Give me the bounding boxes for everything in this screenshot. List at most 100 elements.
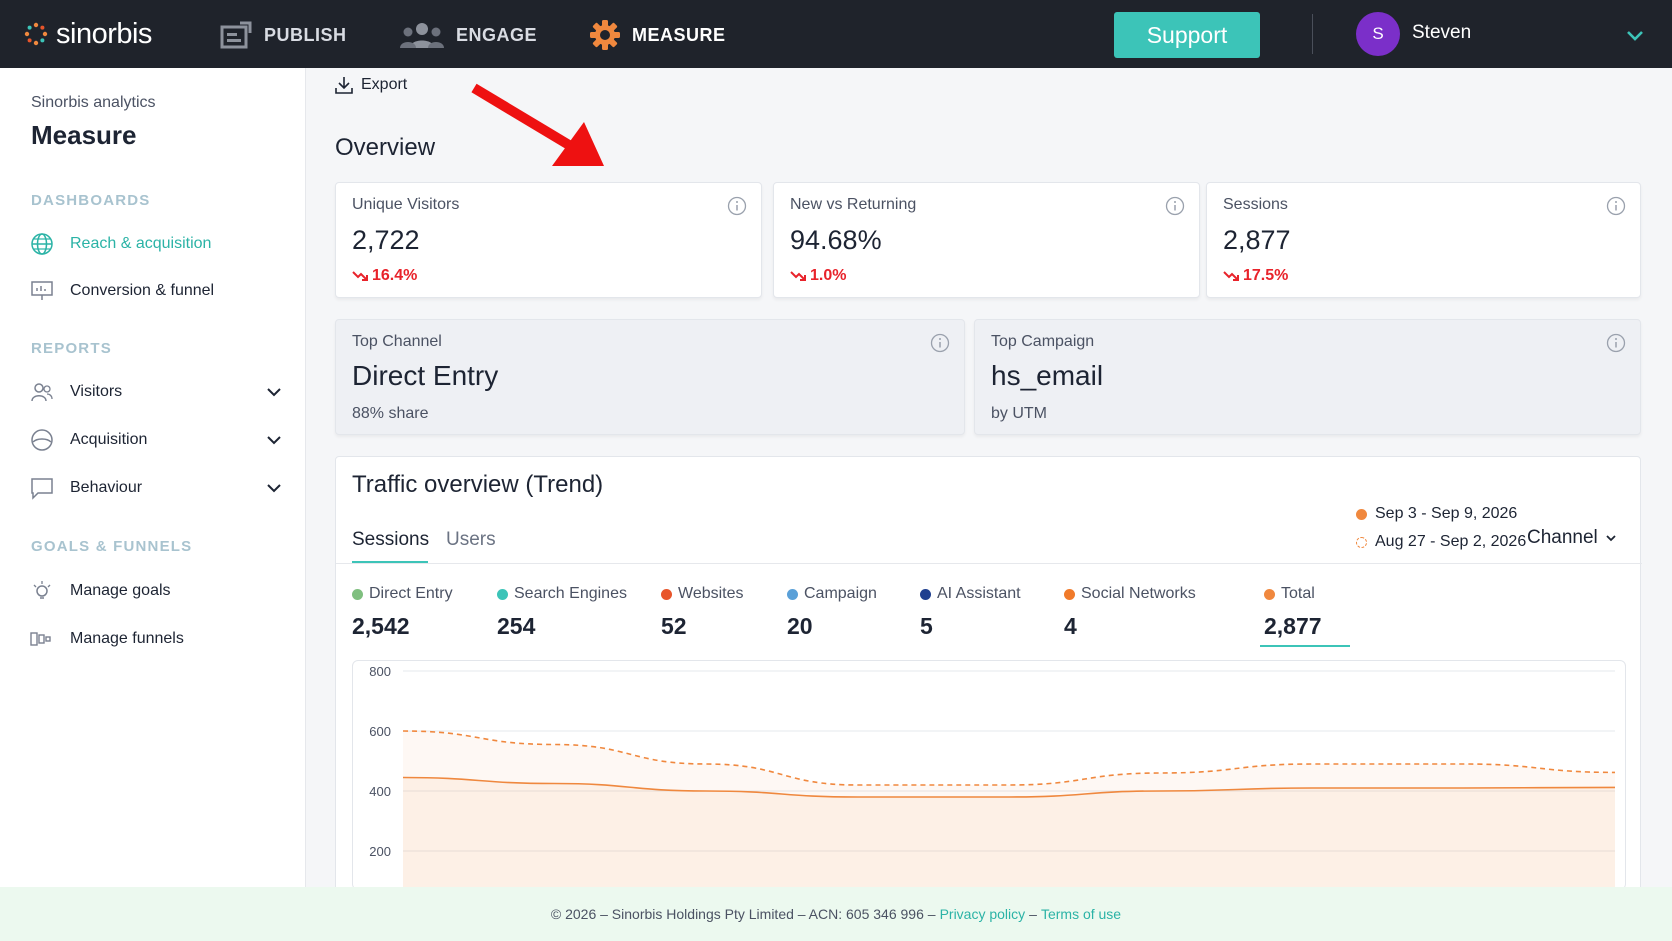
info-icon[interactable] [1606,333,1626,353]
trend-down-icon [352,271,368,281]
info-icon[interactable] [1606,196,1626,216]
brand-logo[interactable]: sinorbis [24,16,152,52]
trend-chart-svg: 800 600 400 200 [369,664,1616,887]
legend-previous-range: Aug 27 - Sep 2, 2026 [1356,533,1526,551]
chevron-down-icon[interactable] [1624,24,1646,46]
series-dot [661,588,672,600]
metric-campaign[interactable]: Campaign 20 [787,585,877,640]
highlight-sub: 88% share [352,405,429,422]
avatar[interactable]: S [1356,12,1400,56]
tabs-divider [336,563,1642,564]
top-channel-card: Top Channel Direct Entry 88% share [335,319,965,435]
series-dot [497,588,508,600]
kpi-value: 2,722 [352,225,420,255]
metric-total[interactable]: Total 2,877 [1264,585,1322,640]
tab-sessions[interactable]: Sessions [352,529,430,550]
kpi-card-sessions: Sessions 2,877 17.5% [1206,182,1641,298]
highlight-label: Top Campaign [991,333,1095,350]
kpi-delta: 1.0% [790,267,846,285]
privacy-policy-link[interactable]: Privacy policy [939,906,1026,922]
people-icon [400,23,444,48]
info-icon[interactable] [1165,196,1185,216]
nav-measure[interactable]: MEASURE [590,18,726,52]
metric-label: Search Engines [514,585,627,602]
footer-copyright: © 2026 – Sinorbis Holdings Pty Limited –… [550,906,936,922]
kpi-label: Sessions [1223,196,1288,213]
metric-label: Direct Entry [369,585,453,602]
legend-current-label: Sep 3 - Sep 9, 2026 [1375,505,1518,522]
metric-value: 4 [1064,613,1077,639]
kpi-delta-value: 16.4% [372,267,418,284]
export-button[interactable]: Export [335,76,407,94]
sidebar-item-conversion-funnel[interactable]: Conversion & funnel [30,276,285,306]
highlight-value: Direct Entry [352,360,499,391]
sidebar-item-behaviour[interactable]: Behaviour [30,473,285,503]
y-tick-label: 600 [369,724,391,739]
info-icon[interactable] [930,333,950,353]
metric-label: Websites [678,585,744,602]
metric-ai-assistant[interactable]: AI Assistant 5 [920,585,1021,640]
support-button[interactable]: Support [1114,12,1260,58]
sidebar-title: Measure [31,120,137,150]
metric-value: 5 [920,613,933,639]
kpi-label: New vs Returning [790,196,917,213]
sidebar-subtitle: Sinorbis analytics [31,94,156,111]
legend-previous-label: Aug 27 - Sep 2, 2026 [1375,533,1527,550]
metric-direct-entry[interactable]: Direct Entry 2,542 [352,585,453,640]
sidebar-item-label: Visitors [70,383,123,400]
kpi-card-new-vs-returning: New vs Returning 94.68% 1.0% [773,182,1200,298]
chevron-down-icon[interactable] [263,477,285,499]
user-name[interactable]: Steven [1412,22,1472,43]
series-area [403,731,1615,887]
channel-dropdown-label: Channel [1527,527,1598,548]
nav-publish[interactable]: PUBLISH [220,18,347,52]
section-reports: REPORTS [31,340,112,357]
users-icon [31,383,53,402]
sidebar-item-acquisition[interactable]: Acquisition [30,425,285,455]
series-line [402,730,1616,786]
terms-of-use-link[interactable]: Terms of use [1040,906,1122,922]
highlight-label: Top Channel [352,333,442,350]
sidebar-item-label: Conversion & funnel [70,282,215,299]
channel-dropdown[interactable]: Channel [1527,527,1618,549]
sidebar-item-visitors[interactable]: Visitors [30,377,285,407]
y-tick-label: 400 [369,784,391,799]
series-dot [920,588,931,600]
active-tab-indicator [352,561,428,563]
sidebar-item-manage-funnels[interactable]: Manage funnels [30,624,285,654]
legend-dot-solid [1356,508,1367,520]
highlight-value: hs_email [991,360,1104,391]
nav-engage[interactable]: ENGAGE [400,18,537,52]
info-icon[interactable] [727,196,747,216]
chevron-down-icon[interactable] [263,381,285,403]
trend-down-icon [790,271,806,281]
legend-dot-dashed [1356,536,1367,548]
tab-users[interactable]: Users [446,529,496,550]
sidebar-item-reach-acquisition[interactable]: Reach & acquisition [30,229,285,259]
chevron-down-icon[interactable] [263,429,285,451]
traffic-trend-panel: Traffic overview (Trend) Sessions Users … [335,456,1642,887]
download-icon [335,77,353,94]
sidebar-item-manage-goals[interactable]: Manage goals [30,576,285,606]
metric-social-networks[interactable]: Social Networks 4 [1064,585,1196,640]
kpi-value: 94.68% [790,225,882,255]
kpi-label: Unique Visitors [352,196,460,213]
metric-value: 2,542 [352,613,410,639]
half-circle-icon [31,429,53,451]
metric-websites[interactable]: Websites 52 [661,585,744,640]
section-dashboards: DASHBOARDS [31,192,151,209]
series-dot [1064,588,1075,600]
publish-icon [220,21,252,49]
bulb-icon [33,581,51,599]
metric-search-engines[interactable]: Search Engines 254 [497,585,627,640]
selected-metric-indicator [1260,645,1350,647]
metric-label: AI Assistant [937,585,1021,602]
main-content: Export Overview Unique Visitors 2,722 16… [306,68,1672,887]
sidebar-item-label: Manage goals [70,582,171,599]
kpi-card-unique-visitors: Unique Visitors 2,722 16.4% [335,182,762,298]
presentation-icon [31,281,53,300]
nav-publish-label: PUBLISH [264,24,347,45]
series-line [402,776,1616,798]
nav-engage-label: ENGAGE [456,24,538,45]
trend-title: Traffic overview (Trend) [352,471,604,498]
